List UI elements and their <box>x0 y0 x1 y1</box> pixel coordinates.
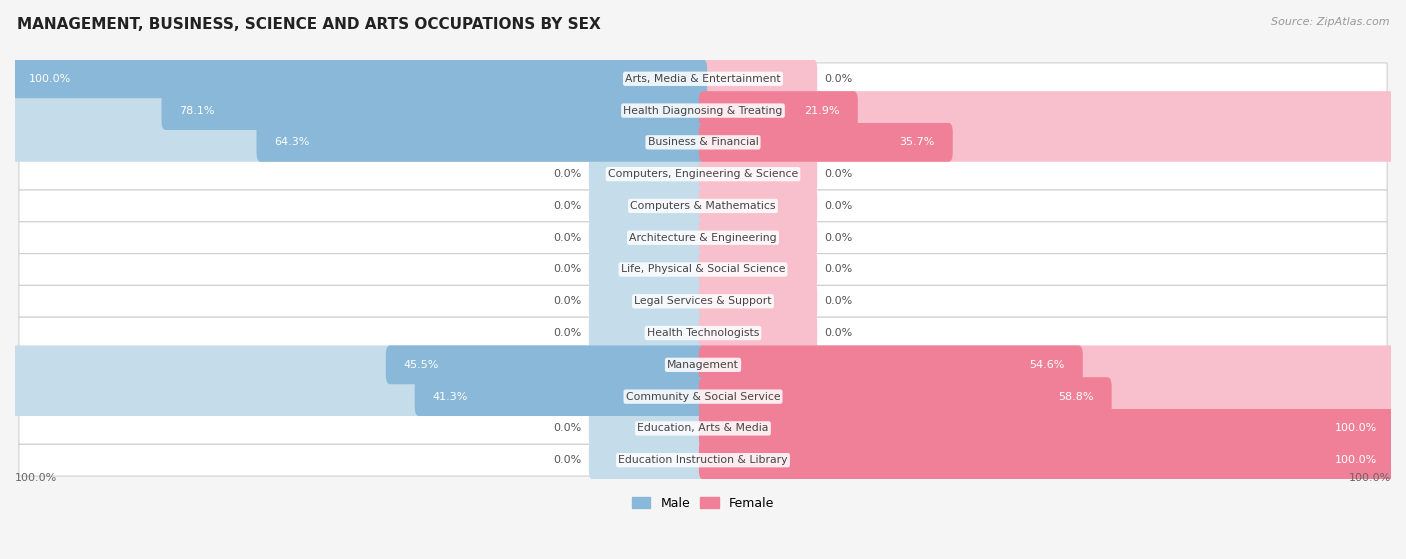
FancyBboxPatch shape <box>18 158 1388 190</box>
FancyBboxPatch shape <box>11 377 707 416</box>
FancyBboxPatch shape <box>18 126 1388 158</box>
FancyBboxPatch shape <box>18 444 1388 476</box>
Text: 0.0%: 0.0% <box>824 233 852 243</box>
Text: Life, Physical & Social Science: Life, Physical & Social Science <box>621 264 785 274</box>
FancyBboxPatch shape <box>699 409 1395 448</box>
FancyBboxPatch shape <box>11 123 707 162</box>
Text: 0.0%: 0.0% <box>554 328 582 338</box>
FancyBboxPatch shape <box>699 219 817 257</box>
FancyBboxPatch shape <box>699 377 1112 416</box>
Text: Health Diagnosing & Treating: Health Diagnosing & Treating <box>623 106 783 116</box>
Text: MANAGEMENT, BUSINESS, SCIENCE AND ARTS OCCUPATIONS BY SEX: MANAGEMENT, BUSINESS, SCIENCE AND ARTS O… <box>17 17 600 32</box>
FancyBboxPatch shape <box>256 123 707 162</box>
Text: Business & Financial: Business & Financial <box>648 138 758 148</box>
FancyBboxPatch shape <box>589 282 707 321</box>
FancyBboxPatch shape <box>18 413 1388 444</box>
Text: 0.0%: 0.0% <box>554 201 582 211</box>
Text: Education, Arts & Media: Education, Arts & Media <box>637 423 769 433</box>
Text: 0.0%: 0.0% <box>554 296 582 306</box>
FancyBboxPatch shape <box>18 381 1388 413</box>
FancyBboxPatch shape <box>18 190 1388 222</box>
Text: 0.0%: 0.0% <box>824 296 852 306</box>
FancyBboxPatch shape <box>699 250 817 289</box>
FancyBboxPatch shape <box>699 345 1083 384</box>
Text: 0.0%: 0.0% <box>824 328 852 338</box>
FancyBboxPatch shape <box>589 409 707 448</box>
Text: 45.5%: 45.5% <box>404 360 439 370</box>
Text: 21.9%: 21.9% <box>804 106 839 116</box>
Text: 64.3%: 64.3% <box>274 138 309 148</box>
Text: 58.8%: 58.8% <box>1059 392 1094 401</box>
Text: Education Instruction & Library: Education Instruction & Library <box>619 455 787 465</box>
FancyBboxPatch shape <box>699 314 817 352</box>
FancyBboxPatch shape <box>699 91 858 130</box>
Text: 100.0%: 100.0% <box>15 473 58 482</box>
FancyBboxPatch shape <box>589 314 707 352</box>
FancyBboxPatch shape <box>18 63 1388 94</box>
FancyBboxPatch shape <box>699 441 1395 480</box>
FancyBboxPatch shape <box>699 59 817 98</box>
Text: 41.3%: 41.3% <box>433 392 468 401</box>
Text: 0.0%: 0.0% <box>554 169 582 179</box>
Text: 0.0%: 0.0% <box>824 264 852 274</box>
Text: Architecture & Engineering: Architecture & Engineering <box>630 233 776 243</box>
FancyBboxPatch shape <box>699 187 817 225</box>
FancyBboxPatch shape <box>589 250 707 289</box>
FancyBboxPatch shape <box>18 254 1388 286</box>
FancyBboxPatch shape <box>699 377 1395 416</box>
FancyBboxPatch shape <box>11 91 707 130</box>
FancyBboxPatch shape <box>385 345 707 384</box>
FancyBboxPatch shape <box>18 94 1388 126</box>
Text: 100.0%: 100.0% <box>1334 455 1378 465</box>
FancyBboxPatch shape <box>18 222 1388 254</box>
FancyBboxPatch shape <box>699 155 817 193</box>
Text: 0.0%: 0.0% <box>554 233 582 243</box>
FancyBboxPatch shape <box>589 187 707 225</box>
Text: Arts, Media & Entertainment: Arts, Media & Entertainment <box>626 74 780 84</box>
Text: 100.0%: 100.0% <box>1334 423 1378 433</box>
Text: 0.0%: 0.0% <box>824 74 852 84</box>
Text: 100.0%: 100.0% <box>1348 473 1391 482</box>
Text: 54.6%: 54.6% <box>1029 360 1064 370</box>
FancyBboxPatch shape <box>699 123 953 162</box>
FancyBboxPatch shape <box>18 317 1388 349</box>
Text: Source: ZipAtlas.com: Source: ZipAtlas.com <box>1271 17 1389 27</box>
Text: 100.0%: 100.0% <box>28 74 72 84</box>
Text: 0.0%: 0.0% <box>554 423 582 433</box>
FancyBboxPatch shape <box>589 219 707 257</box>
FancyBboxPatch shape <box>699 282 817 321</box>
Legend: Male, Female: Male, Female <box>627 492 779 515</box>
Text: 0.0%: 0.0% <box>824 169 852 179</box>
Text: Management: Management <box>666 360 740 370</box>
Text: Health Technologists: Health Technologists <box>647 328 759 338</box>
FancyBboxPatch shape <box>11 345 707 384</box>
FancyBboxPatch shape <box>699 345 1395 384</box>
FancyBboxPatch shape <box>18 286 1388 317</box>
Text: 78.1%: 78.1% <box>180 106 215 116</box>
FancyBboxPatch shape <box>18 349 1388 381</box>
FancyBboxPatch shape <box>699 91 1395 130</box>
FancyBboxPatch shape <box>589 441 707 480</box>
Text: Computers & Mathematics: Computers & Mathematics <box>630 201 776 211</box>
Text: 0.0%: 0.0% <box>554 455 582 465</box>
Text: Computers, Engineering & Science: Computers, Engineering & Science <box>607 169 799 179</box>
FancyBboxPatch shape <box>11 59 707 98</box>
Text: Community & Social Service: Community & Social Service <box>626 392 780 401</box>
Text: 35.7%: 35.7% <box>900 138 935 148</box>
FancyBboxPatch shape <box>162 91 707 130</box>
FancyBboxPatch shape <box>699 123 1395 162</box>
Text: 0.0%: 0.0% <box>554 264 582 274</box>
FancyBboxPatch shape <box>415 377 707 416</box>
Text: Legal Services & Support: Legal Services & Support <box>634 296 772 306</box>
Text: 0.0%: 0.0% <box>824 201 852 211</box>
FancyBboxPatch shape <box>589 155 707 193</box>
